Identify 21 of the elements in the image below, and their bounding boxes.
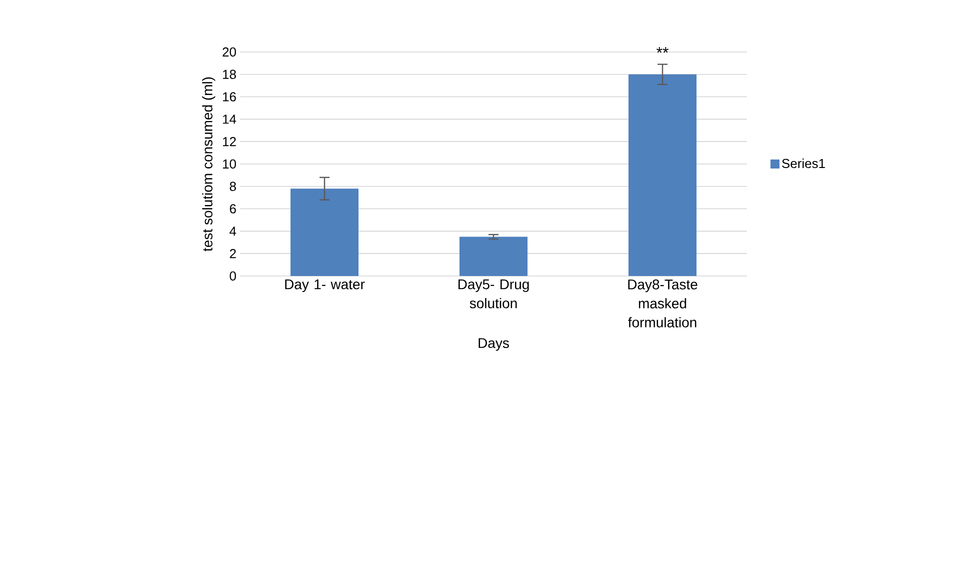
- y-tick-label: 18: [223, 70, 236, 79]
- annotation: **: [656, 47, 668, 53]
- y-tick-label: 10: [223, 159, 236, 169]
- x-tick-label: Day8-Taste masked formulation: [628, 280, 698, 328]
- y-tick-label: 16: [223, 92, 236, 102]
- y-tick-label: 6: [230, 204, 236, 214]
- y-tick-label: 8: [230, 182, 236, 191]
- bar: [460, 236, 528, 276]
- y-tick-label: 14: [223, 114, 236, 124]
- y-axis-title: test solutiom consumed (ml): [202, 77, 216, 252]
- y-tick-label: 4: [230, 226, 236, 236]
- bar: [628, 74, 697, 276]
- y-tick-label: 0: [230, 271, 236, 281]
- x-tick-label: Day5- Drug solution: [458, 280, 529, 308]
- y-tick-label: 12: [223, 137, 236, 146]
- x-tick-label: Day 1- water: [285, 280, 365, 292]
- y-tick-label: 2: [230, 249, 236, 258]
- bar: [290, 188, 359, 276]
- legend-label: Series1: [782, 158, 825, 168]
- x-axis-title: Days: [478, 338, 509, 351]
- y-tick-label: 20: [222, 47, 236, 57]
